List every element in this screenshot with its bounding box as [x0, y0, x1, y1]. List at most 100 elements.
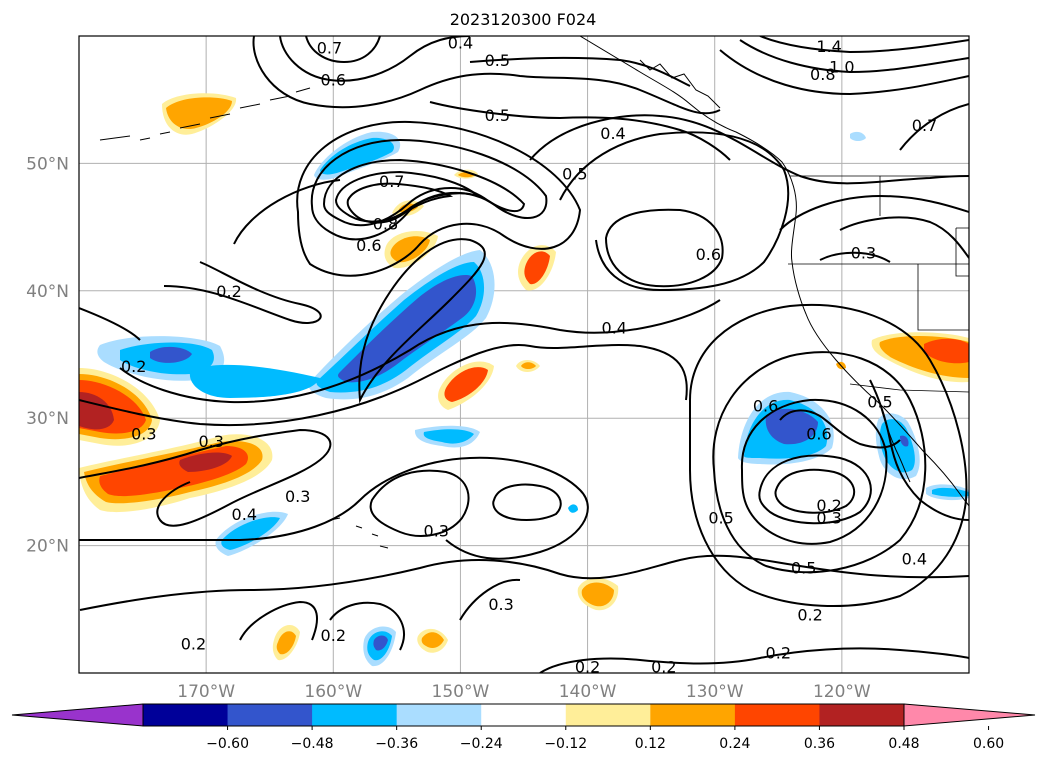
shade-negative-speck-k [568, 504, 578, 513]
map-content: 0.2 0.7 0.8 0.6 0.7 0.6 0.4 0.5 0.5 0.4 0.5 0.6 0.4 0… [79, 33, 969, 677]
contour-label: 0.7 [379, 172, 404, 191]
contour-ring-4 [346, 182, 454, 224]
contour-diagonal-2 [79, 343, 688, 427]
latitude-labels: 50°N 40°N 30°N 20°N [26, 154, 69, 556]
contour-labels: 0.2 0.7 0.8 0.6 0.7 0.6 0.4 0.5 0.5 0.4 0.5 0.6 0.4 0… [121, 33, 937, 677]
contour-east-1 [758, 454, 872, 525]
colorbar-tick-label: −0.48 [291, 736, 334, 752]
contour-ring-3 [334, 170, 479, 223]
colorbar-segment [819, 704, 905, 726]
contour-label: 0.2 [181, 635, 206, 654]
shade-negative-h-inner [423, 429, 474, 444]
contour-ne-5 [839, 216, 969, 259]
contour-label: 0.3 [816, 509, 841, 528]
contour-wave-2 [79, 307, 141, 341]
lat-label: 30°N [26, 409, 69, 429]
colorbar-segment [396, 704, 482, 726]
contour-south-5 [492, 483, 562, 521]
contour-label: 0.3 [424, 521, 449, 540]
lon-label: 140°W [559, 682, 617, 702]
contour-ne-7 [819, 251, 891, 263]
contour-label: 0.5 [485, 106, 510, 125]
colorbar-frame [142, 703, 905, 727]
contour-ring-1 [310, 138, 548, 241]
lat-label: 40°N [26, 282, 69, 302]
colorbar-tick-label: −0.36 [375, 736, 418, 752]
shade-negative-ne-inner [320, 137, 394, 175]
contour-label: 0.4 [600, 124, 625, 143]
contour-label: 0.4 [448, 33, 473, 52]
colorbar-segment [227, 704, 313, 726]
contour-ne-8 [869, 379, 969, 521]
map-area: 0.2 0.7 0.8 0.6 0.7 0.6 0.4 0.5 0.5 0.4 0.5 0.6 0.4 0… [78, 33, 970, 677]
coastline-baja [879, 403, 911, 483]
contour-south-1 [79, 428, 332, 527]
shade-positive-speck-e-core [581, 582, 614, 607]
lon-label: 130°W [686, 682, 744, 702]
contour-south-2 [79, 456, 589, 560]
shade-positive-n-core [924, 338, 969, 364]
lon-label: 150°W [432, 682, 490, 702]
contour-east-3 [740, 398, 888, 545]
shade-negative-band-core [338, 274, 477, 383]
contour-label: 0.5 [485, 51, 510, 70]
colorbar-segment [312, 704, 398, 726]
contour-label: 0.2 [575, 658, 600, 677]
border-state-3 [917, 264, 969, 331]
colorbar-tick-label: 0.48 [888, 736, 919, 752]
shade-positive-g-inner [444, 367, 488, 402]
contour-south-7 [329, 601, 405, 651]
contour-label: 0.2 [797, 605, 822, 624]
colorbar-tick-label: 0.24 [719, 736, 750, 752]
shade-positive-gulf-inner [166, 97, 232, 130]
lat-label: 50°N [26, 154, 69, 174]
contour-label: 0.2 [321, 626, 346, 645]
map-background [79, 36, 969, 673]
shade-positive-speck-d-core [421, 632, 444, 648]
contour-south-8 [459, 578, 521, 621]
contour-label: 0.5 [867, 393, 892, 412]
coastline-aleutians [99, 87, 311, 141]
contour-lines [79, 36, 969, 673]
colorbar-tick-label: 0.60 [973, 736, 1004, 752]
contour-diagonal-1 [119, 299, 721, 404]
shade-negative-e [189, 364, 320, 398]
contour-ne-1 [759, 36, 969, 54]
colorbar-tick-label: −0.60 [206, 736, 249, 752]
contour-label: 0.5 [791, 558, 816, 577]
lat-label: 20°N [26, 537, 69, 557]
contour-east-4 [712, 351, 927, 574]
contour-label: 0.2 [121, 357, 146, 376]
colorbar: −0.60 −0.48 −0.36 −0.24 −0.12 0.12 0.24 0.36 0.4… [11, 703, 1036, 752]
contour-label: 0.3 [851, 244, 876, 263]
contour-south-4 [369, 469, 470, 537]
shade-positive-band-core [179, 452, 232, 472]
shade-negative-m-core [900, 435, 909, 447]
contour-label: 0.6 [696, 245, 721, 264]
colorbar-segment [481, 704, 567, 726]
contour-label: 0.3 [131, 424, 156, 443]
shade-positive-f-inner [524, 251, 550, 285]
contour-label: 0.2 [816, 496, 841, 515]
contour-south-9 [539, 647, 969, 673]
contour-label: 0.5 [562, 165, 587, 184]
colorbar-tick-label: −0.12 [544, 736, 587, 752]
coastline-north-america [579, 36, 969, 507]
border-state-4 [955, 227, 969, 277]
contour-label: 0.8 [373, 214, 398, 233]
contour-label: 0.2 [651, 658, 676, 677]
contour-label: 0.8 [810, 65, 835, 84]
contour-ring-5 [296, 120, 582, 277]
colorbar-segment [734, 704, 820, 726]
shade-positive-speck-c-core [276, 631, 296, 655]
shade-negative-speck-p [850, 131, 866, 141]
contour-north-4 [429, 101, 731, 161]
contour-south-3 [79, 554, 969, 611]
contour-ne-2 [739, 39, 969, 74]
contour-east-2 [774, 468, 856, 514]
contour-label: 0.6 [806, 424, 831, 443]
borders [788, 175, 969, 393]
contour-north-5 [469, 56, 691, 87]
shade-negative-speck-j-core [373, 635, 388, 651]
